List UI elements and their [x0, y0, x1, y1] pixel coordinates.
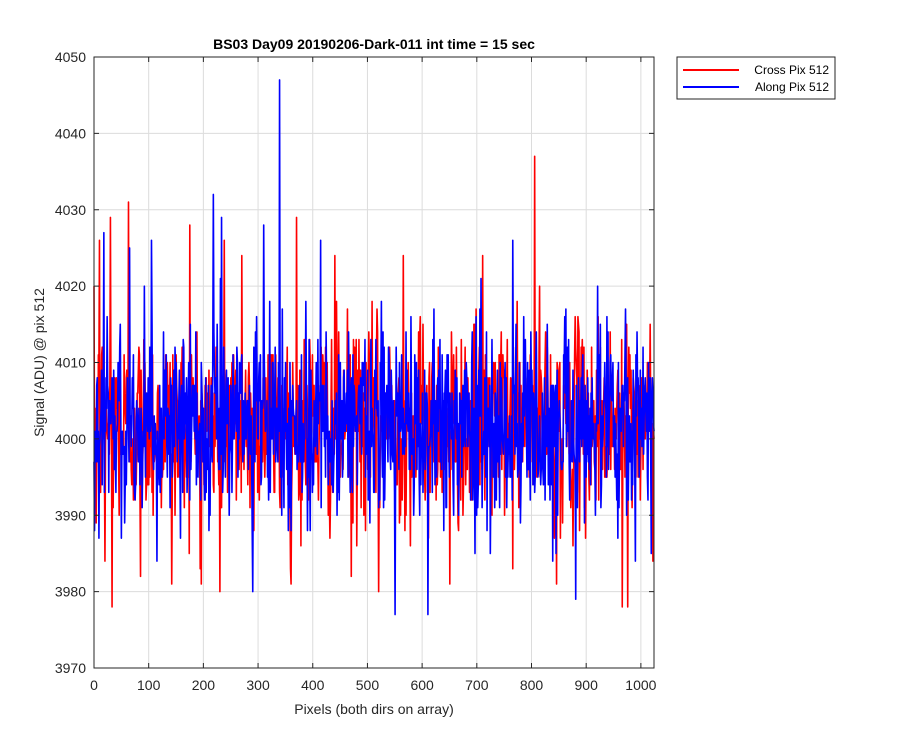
x-tick-label: 700: [465, 677, 489, 693]
y-tick-label: 4010: [55, 355, 86, 371]
x-tick-label: 1000: [625, 677, 656, 693]
x-tick-label: 500: [356, 677, 380, 693]
chart-title: BS03 Day09 20190206-Dark-011 int time = …: [213, 36, 535, 52]
legend: Cross Pix 512 Along Pix 512: [676, 56, 836, 100]
y-tick-label: 3990: [55, 507, 86, 523]
x-axis-label: Pixels (both dirs on array): [294, 701, 454, 717]
y-axis-label: Signal (ADU) @ pix 512: [31, 288, 47, 437]
y-tick-label: 4040: [55, 125, 86, 141]
x-tick-label: 100: [137, 677, 161, 693]
y-tick-label: 4000: [55, 431, 86, 447]
legend-label-along-pix: Along Pix 512: [755, 80, 829, 94]
legend-box: [676, 56, 836, 100]
legend-label-cross-pix: Cross Pix 512: [754, 63, 829, 77]
ticks: 0 100 200 300 400 500 600 700 800 900 1000 3970 3980…: [55, 49, 657, 693]
y-tick-label: 4020: [55, 278, 86, 294]
series-layer: [93, 79, 655, 616]
x-tick-label: 600: [410, 677, 434, 693]
y-tick-label: 4050: [55, 49, 86, 65]
series-line-along-pix: [93, 79, 655, 616]
x-tick-label: 0: [90, 677, 98, 693]
x-tick-label: 400: [301, 677, 325, 693]
x-tick-label: 900: [575, 677, 599, 693]
x-tick-label: 300: [246, 677, 270, 693]
y-tick-label: 3980: [55, 584, 86, 600]
x-tick-label: 800: [520, 677, 544, 693]
y-tick-label: 4030: [55, 202, 86, 218]
y-tick-label: 3970: [55, 660, 86, 676]
x-tick-label: 200: [192, 677, 216, 693]
